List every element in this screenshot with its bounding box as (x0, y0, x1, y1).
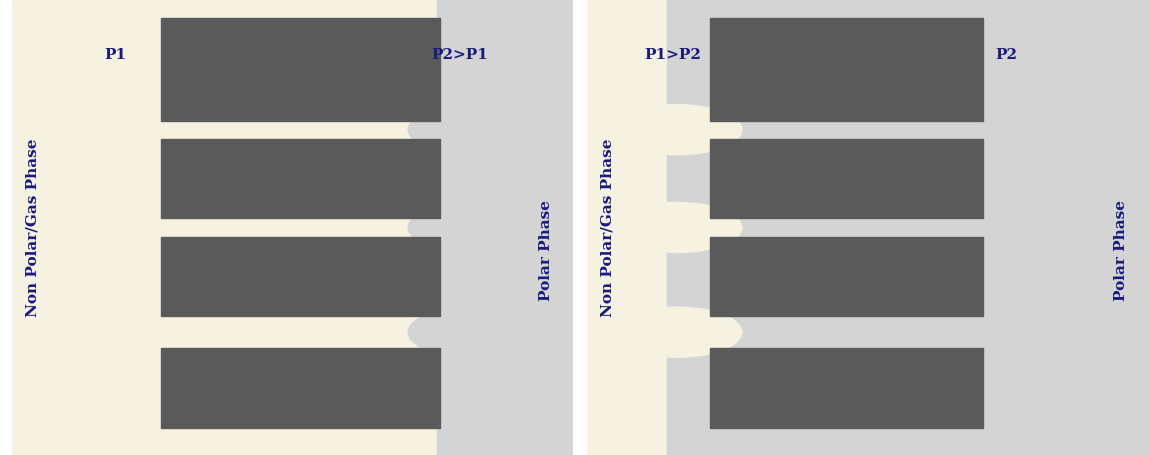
Bar (161, 237, 440, 316)
Ellipse shape (408, 307, 537, 357)
Bar (12, 0, 529, 455)
Bar (710, 237, 983, 316)
Text: P1>P2: P1>P2 (644, 48, 702, 61)
Bar (586, 0, 1104, 455)
Ellipse shape (613, 202, 742, 253)
Ellipse shape (613, 307, 742, 357)
Text: P2>P1: P2>P1 (431, 48, 489, 61)
Bar (161, 348, 440, 428)
Bar (437, 0, 575, 455)
Text: Polar Phase: Polar Phase (1114, 200, 1128, 301)
Bar (710, 348, 983, 428)
Text: Non Polar/Gas Phase: Non Polar/Gas Phase (600, 138, 614, 317)
Ellipse shape (408, 202, 537, 253)
Bar (161, 139, 440, 218)
Ellipse shape (408, 105, 537, 155)
Bar (667, 0, 1150, 455)
Text: P2: P2 (995, 48, 1018, 61)
Text: Polar Phase: Polar Phase (539, 200, 553, 301)
Text: P1: P1 (104, 48, 126, 61)
Bar (710, 139, 983, 218)
Ellipse shape (613, 105, 742, 155)
Text: Non Polar/Gas Phase: Non Polar/Gas Phase (25, 138, 39, 317)
Bar (161, 18, 440, 121)
Bar (710, 18, 983, 121)
